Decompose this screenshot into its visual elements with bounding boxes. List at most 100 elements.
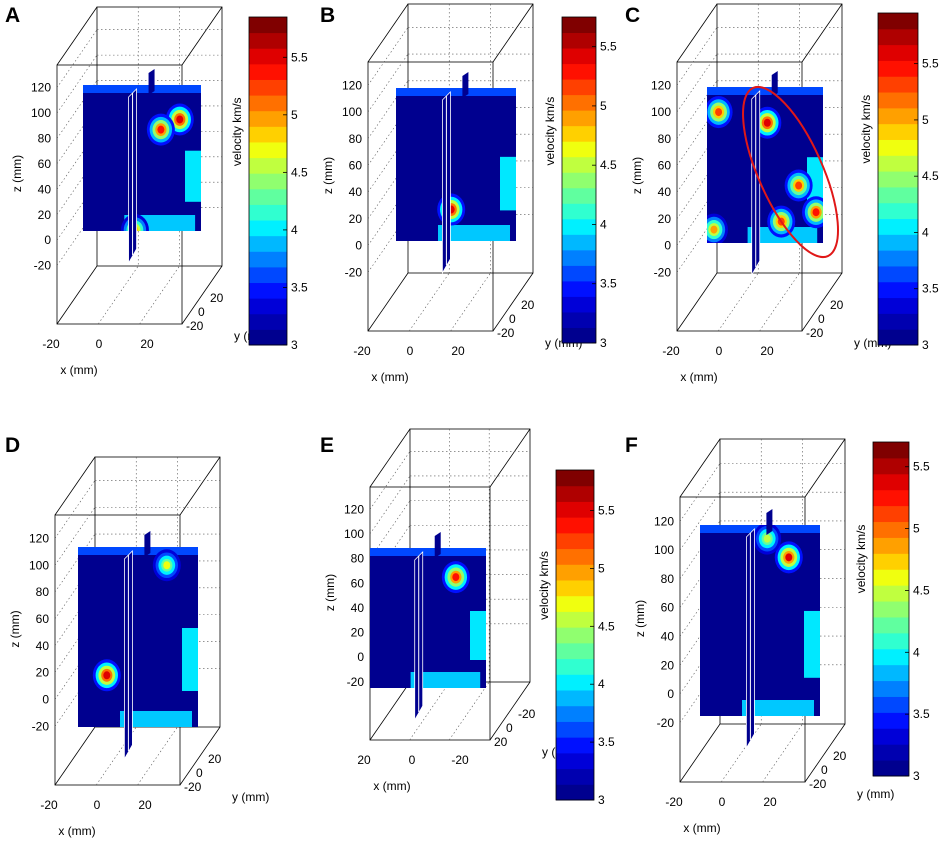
colorbar-tick-label: 5.5 bbox=[598, 504, 615, 518]
colorbar-band bbox=[556, 548, 594, 565]
colorbar-band bbox=[873, 601, 909, 618]
grid-line bbox=[139, 265, 180, 325]
x-tick-label: 20 bbox=[763, 795, 777, 809]
colorbar-band bbox=[878, 281, 918, 299]
z-tick-label: 60 bbox=[661, 601, 675, 615]
grid-line bbox=[759, 272, 800, 332]
x-axis-label: x (mm) bbox=[58, 824, 95, 838]
x-tick-label: 20 bbox=[451, 344, 465, 358]
colorbar-band bbox=[556, 642, 594, 660]
colorbar-frame bbox=[561, 16, 597, 344]
colorbar-band bbox=[878, 76, 918, 93]
colorbar-band bbox=[562, 94, 596, 111]
slice-top-band bbox=[396, 88, 516, 96]
colorbar-label: velocity km/s bbox=[230, 97, 244, 166]
slice-edge-band bbox=[182, 628, 198, 691]
colorbar-band bbox=[562, 156, 596, 173]
colorbar-band bbox=[249, 32, 287, 49]
colorbar-band bbox=[562, 311, 596, 328]
colorbar-band bbox=[249, 251, 287, 268]
colorbar-band bbox=[873, 712, 909, 729]
velocity-slice bbox=[707, 87, 823, 243]
colorbar-band bbox=[556, 737, 594, 754]
z-tick-label: -20 bbox=[657, 716, 675, 730]
x-tick-label: 20 bbox=[140, 337, 154, 351]
y-tick-label: 0 bbox=[818, 312, 825, 326]
grid-line bbox=[369, 451, 411, 510]
colorbar-band bbox=[873, 616, 909, 634]
colorbar-tick-label: 5.5 bbox=[600, 40, 617, 54]
velocity-hotspot bbox=[774, 541, 803, 574]
colorbar-band bbox=[873, 537, 909, 554]
colorbar-band bbox=[562, 63, 596, 80]
y-tick-label: 20 bbox=[494, 735, 508, 749]
z-tick-label: 20 bbox=[351, 626, 365, 640]
colorbar-band bbox=[556, 470, 594, 487]
colorbar-band bbox=[878, 265, 918, 283]
z-tick-label: 40 bbox=[658, 185, 672, 199]
y-tick-label: 20 bbox=[833, 749, 847, 763]
colorbar-band bbox=[878, 92, 918, 109]
z-tick-label: 40 bbox=[38, 182, 52, 196]
z-tick-label: 20 bbox=[38, 208, 52, 222]
grid-line bbox=[679, 463, 721, 522]
colorbar-tick-label: 5 bbox=[598, 561, 605, 575]
colorbar-label: velocity km/s bbox=[859, 95, 873, 164]
colorbar-band bbox=[562, 125, 596, 142]
x-axis-label: x (mm) bbox=[373, 779, 410, 793]
colorbar-band bbox=[873, 744, 909, 761]
colorbar-tick-label: 5.5 bbox=[291, 50, 308, 64]
velocity-hotspot bbox=[802, 196, 823, 229]
colorbar-band bbox=[873, 585, 909, 602]
z-tick-label: 60 bbox=[38, 157, 52, 171]
hotspot-ring bbox=[710, 225, 718, 234]
z-tick-label: 20 bbox=[349, 212, 363, 226]
hotspot-ring bbox=[785, 553, 793, 562]
x-axis-label: x (mm) bbox=[683, 821, 720, 835]
hotspot-ring bbox=[157, 125, 165, 134]
box-edge bbox=[179, 726, 221, 786]
colorbar-label: velocity km/s bbox=[854, 525, 868, 594]
colorbar-frame bbox=[555, 469, 595, 801]
colorbar-band bbox=[556, 501, 594, 518]
colorbar-band bbox=[873, 521, 909, 538]
velocity-slice bbox=[700, 525, 820, 716]
velocity-hotspot bbox=[441, 561, 470, 594]
colorbar: 5.5 5 4.5 4 3.5 3 velocity km/s bbox=[543, 16, 617, 350]
z-axis-label: z (mm) bbox=[630, 157, 644, 194]
colorbar-band bbox=[556, 784, 594, 801]
box-edge bbox=[181, 6, 223, 66]
colorbar-band bbox=[562, 234, 596, 251]
colorbar-band bbox=[873, 664, 909, 682]
colorbar-band bbox=[873, 473, 909, 491]
colorbar-band bbox=[556, 721, 594, 738]
colorbar-band bbox=[873, 457, 909, 475]
box-edge bbox=[367, 3, 409, 63]
panel-letter: B bbox=[320, 4, 335, 27]
slice-fin bbox=[148, 69, 155, 95]
colorbar-band bbox=[249, 313, 287, 330]
colorbar-band bbox=[249, 282, 287, 299]
y-tick-label: 20 bbox=[210, 291, 224, 305]
grid-line bbox=[409, 272, 450, 332]
colorbar-tick-label: 5.5 bbox=[913, 460, 930, 474]
box-edge bbox=[679, 723, 721, 783]
velocity-hotspot bbox=[437, 193, 466, 226]
velocity-hotspot bbox=[753, 525, 782, 555]
velocity-slice bbox=[370, 548, 486, 688]
colorbar-band bbox=[562, 327, 596, 344]
box-edge bbox=[492, 3, 534, 63]
grid-line bbox=[721, 723, 762, 783]
z-tick-label: 0 bbox=[44, 233, 51, 247]
colorbar-tick-label: 4 bbox=[598, 677, 605, 691]
colorbar-band bbox=[878, 297, 918, 314]
colorbar-band bbox=[249, 220, 287, 237]
colorbar-band bbox=[878, 155, 918, 172]
y-tick-label: 20 bbox=[208, 752, 222, 766]
colorbar-band bbox=[562, 110, 596, 127]
colorbar-band bbox=[249, 110, 287, 127]
colorbar-band bbox=[556, 611, 594, 628]
grid-line bbox=[718, 272, 759, 332]
